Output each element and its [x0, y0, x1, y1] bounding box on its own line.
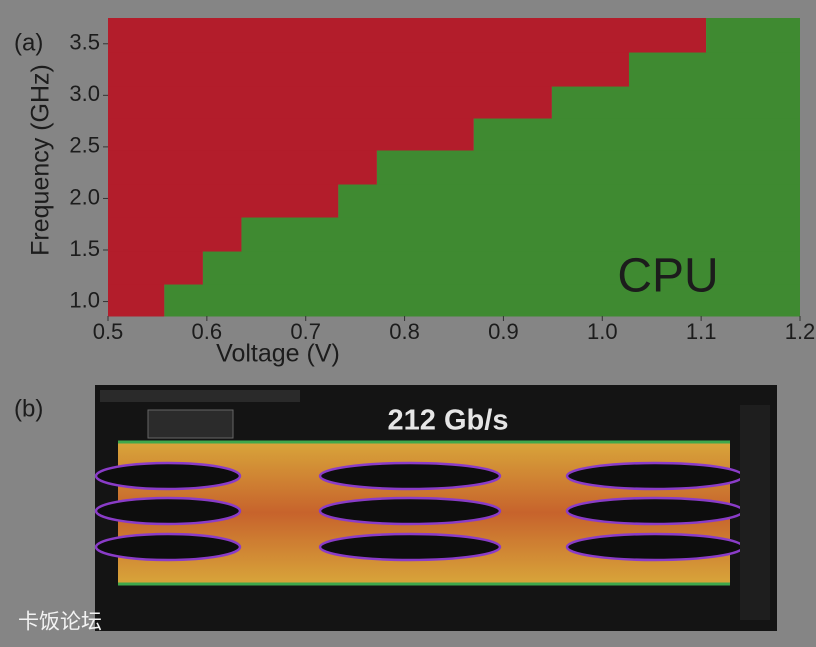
eye — [565, 461, 745, 491]
eye-title: 212 Gb/s — [388, 405, 509, 437]
x-tick-label: 1.2 — [785, 319, 816, 344]
pass-cell — [202, 251, 801, 285]
y-tick-label: 1.5 — [69, 236, 100, 261]
fail-cell — [108, 86, 552, 119]
scope-toolbar — [100, 390, 300, 402]
eye — [318, 461, 502, 491]
panel-label: (a) — [14, 29, 43, 56]
fail-cell — [108, 184, 339, 218]
fail-cell — [108, 284, 165, 317]
x-tick-label: 0.9 — [488, 319, 519, 344]
eye — [318, 532, 502, 562]
pass-cell — [473, 118, 800, 151]
x-tick-label: 0.6 — [192, 319, 223, 344]
x-tick-label: 0.5 — [93, 319, 124, 344]
x-tick-label: 0.8 — [389, 319, 420, 344]
pass-cell — [706, 18, 800, 53]
panel-label: (b) — [14, 395, 43, 422]
annotation: CPU — [617, 250, 718, 303]
y-tick-label: 2.0 — [69, 184, 100, 209]
eye — [318, 496, 502, 526]
pass-cell — [628, 52, 800, 87]
fail-cell — [108, 251, 203, 285]
fail-cell — [108, 149, 377, 185]
fail-cell — [108, 118, 474, 151]
eye-openings — [94, 461, 745, 562]
eye — [94, 461, 242, 491]
pass-cell — [376, 149, 800, 185]
eye-diagram: 212 Gb/s — [94, 385, 777, 631]
x-tick-label: 0.7 — [290, 319, 321, 344]
fail-cell — [108, 18, 707, 53]
watermark: 卡饭论坛 — [18, 611, 102, 634]
y-tick-label: 1.0 — [69, 287, 100, 312]
eye — [565, 532, 745, 562]
pass-cell — [338, 184, 800, 218]
pass-cell — [551, 86, 800, 119]
y-tick-label: 3.5 — [69, 30, 100, 55]
fail-cell — [108, 217, 242, 252]
scope-scale — [740, 405, 770, 620]
y-tick-label: 3.0 — [69, 81, 100, 106]
x-tick-label: 1.0 — [587, 319, 618, 344]
pass-cell — [241, 217, 800, 252]
y-axis-label: Frequency (GHz) — [27, 64, 55, 256]
pass-cell — [164, 284, 800, 317]
x-tick-label: 1.1 — [686, 319, 717, 344]
y-tick-label: 2.5 — [69, 133, 100, 158]
eye — [565, 496, 745, 526]
fail-cell — [108, 52, 629, 87]
x-axis-label: Voltage (V) — [216, 340, 340, 368]
scope-info-box — [147, 409, 234, 439]
shmoo-plot — [108, 18, 801, 317]
eye — [94, 496, 242, 526]
eye — [94, 532, 242, 562]
